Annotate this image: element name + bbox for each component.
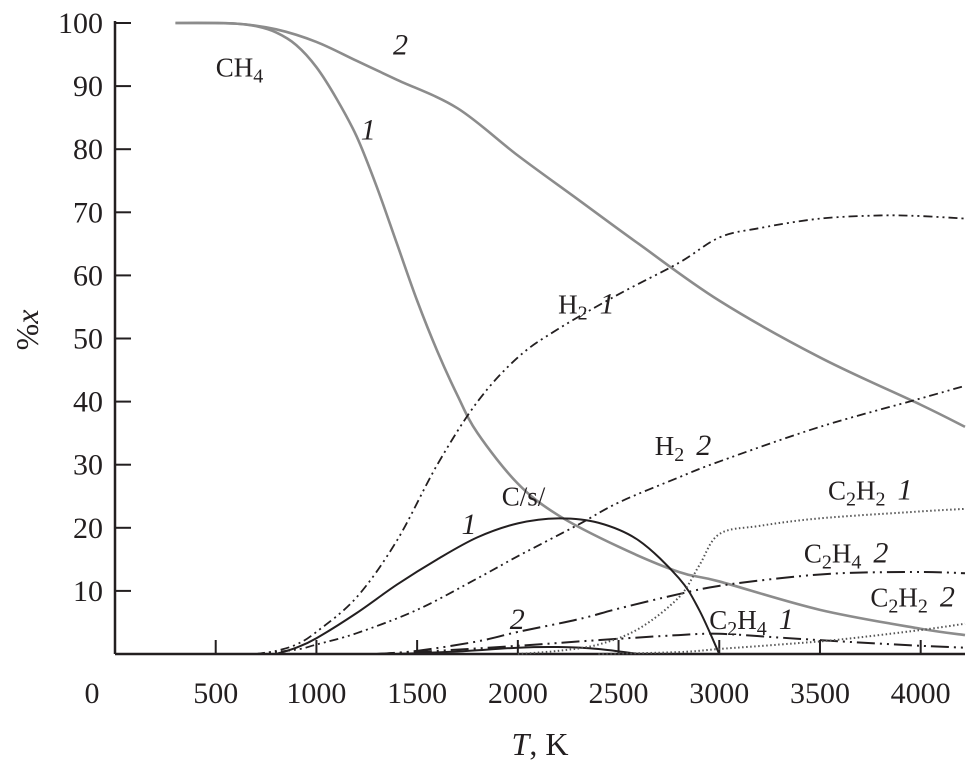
series-line-c2h2-2 (598, 622, 966, 655)
y-axis-label: %x (9, 310, 45, 351)
x-tick-label: 2000 (488, 677, 548, 710)
annotation-c2h2-2: C2H2 2 (870, 581, 955, 618)
annotation-c2h4-1: C2H4 1 (709, 603, 794, 640)
x-tick-label: 1000 (286, 677, 346, 710)
series-line-ch4-1 (175, 21, 966, 637)
y-tick-label: 50 (73, 323, 103, 356)
y-tick-label: 20 (73, 512, 103, 545)
x-axis-label: T, K (512, 726, 569, 762)
annotation-c2h4-2: C2H4 2 (804, 537, 889, 574)
x-tick-label: 1500 (387, 677, 447, 710)
annotation-cs-num-1: 1 (461, 508, 476, 541)
axes: 500 1000 1500 2000 2500 3000 3500 4000102030405… (58, 7, 965, 710)
series-line-h2-2 (255, 384, 966, 655)
series-line-c2h4-1 (376, 632, 966, 655)
annotation-ch4-num-1: 1 (361, 114, 376, 147)
annotation-h2-2: H2 2 (655, 429, 712, 466)
x-tick-label: 3000 (689, 677, 749, 710)
y-tick-label: 80 (73, 133, 103, 166)
y-tick-label: 30 (73, 449, 103, 482)
annotation-h2-1: H2 1 (558, 287, 615, 324)
annotation-c2h2-1: C2H2 1 (828, 473, 913, 510)
annotation-ch4-num-2: 2 (393, 29, 408, 62)
series-line-cs-1 (275, 517, 721, 655)
y-tick-label: 40 (73, 386, 103, 419)
y-tick-label: 90 (73, 70, 103, 103)
annotation-cs: C/s/ (502, 482, 546, 512)
origin-label: 0 (85, 677, 100, 710)
series-line-c2h4-2 (376, 570, 966, 655)
series-line-cs-2 (396, 645, 639, 655)
y-tick-label: 60 (73, 259, 103, 292)
annotation-ch4: CH4 (216, 53, 264, 88)
series-line-ch4-2 (175, 21, 966, 429)
x-tick-label: 3500 (790, 677, 850, 710)
y-tick-label: 10 (73, 575, 103, 608)
annotation-cs-num-2: 2 (510, 603, 525, 636)
x-tick-label: 500 (193, 677, 238, 710)
curve-labels: CH4 2 1 H2 1 H2 2 C/s/1 2 C2H2 1 C2H4 2 C2H4 1 C2H2 2 (216, 29, 955, 640)
x-tick-label: 2500 (589, 677, 649, 710)
y-tick-label: 70 (73, 196, 103, 229)
series-line-h2-1 (255, 214, 966, 655)
x-tick-label: 4000 (891, 677, 951, 710)
y-tick-label: 100 (58, 7, 103, 40)
curves (175, 21, 966, 655)
